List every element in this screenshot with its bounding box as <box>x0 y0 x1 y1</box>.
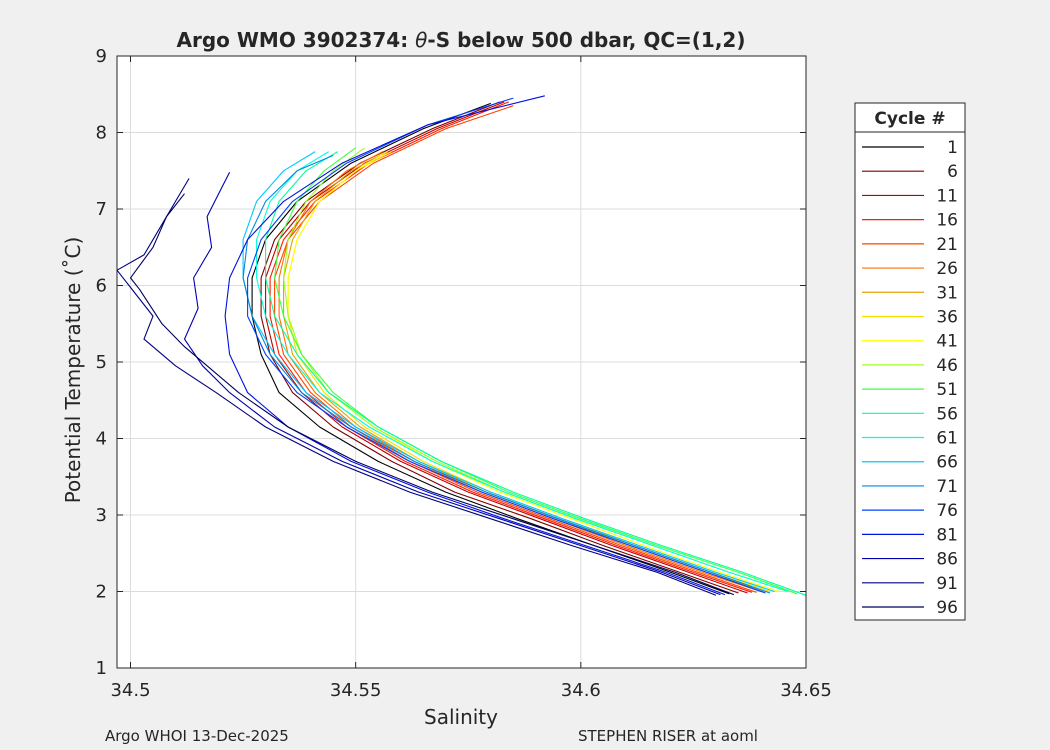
chart-title: Argo WMO 3902374: θ-S below 500 dbar, QC… <box>177 28 746 52</box>
y-tick-label: 8 <box>96 123 107 144</box>
legend-label: 51 <box>936 380 958 400</box>
y-tick-label: 4 <box>96 429 107 450</box>
series-line-cycle-1 <box>251 102 730 595</box>
legend-label: 66 <box>936 453 958 473</box>
legend-label: 41 <box>936 332 958 352</box>
legend-label: 36 <box>936 307 958 327</box>
legend-label: 6 <box>947 162 958 182</box>
legend-label: 56 <box>936 404 958 424</box>
series-group <box>116 95 807 596</box>
legend-label: 81 <box>936 525 958 545</box>
series-line-cycle-81 <box>224 95 726 596</box>
legend-label: 21 <box>936 235 958 255</box>
y-tick-label: 1 <box>96 658 107 679</box>
x-tick-label: 34.55 <box>330 680 382 701</box>
legend-label: 91 <box>936 574 958 594</box>
y-axis-label: Potential Temperature (˚C) <box>61 237 85 504</box>
x-tick-label: 34.65 <box>780 680 832 701</box>
series-line-cycle-21 <box>274 105 757 593</box>
x-tick-label: 34.5 <box>110 680 150 701</box>
legend-label: 1 <box>947 138 958 158</box>
y-axis: 1 2 3 4 5 6 7 8 9 <box>96 46 806 679</box>
legend-label: 76 <box>936 501 958 521</box>
series-line-cycle-56 <box>265 151 807 596</box>
legend-label: 46 <box>936 356 958 376</box>
series-line-cycle-66 <box>242 151 775 593</box>
series-line-cycle-71 <box>242 154 771 594</box>
footer-left: Argo WHOI 13-Dec-2025 <box>105 727 289 745</box>
x-axis-label: Salinity <box>424 705 498 729</box>
legend-label: 71 <box>936 477 958 497</box>
x-axis: 34.5 34.55 34.6 34.65 <box>110 56 832 701</box>
series-line-cycle-86 <box>183 172 721 596</box>
y-tick-label: 2 <box>96 582 107 603</box>
y-tick-label: 7 <box>96 199 107 220</box>
y-tick-label: 3 <box>96 505 107 526</box>
grid <box>117 55 807 669</box>
y-tick-label: 5 <box>96 352 107 373</box>
legend: Cycle # 16111621263136414651566166717681… <box>854 102 966 621</box>
series-line-cycle-51 <box>274 147 798 595</box>
series-line-cycle-96 <box>129 193 735 596</box>
legend-label: 86 <box>936 550 958 570</box>
y-tick-label: 6 <box>96 276 107 297</box>
series-line-cycle-26 <box>278 151 762 593</box>
x-tick-label: 34.6 <box>561 680 601 701</box>
footer-right: STEPHEN RISER at aoml <box>578 727 758 745</box>
legend-label: 11 <box>936 186 958 206</box>
series-line-cycle-61 <box>256 151 789 593</box>
series-line-cycle-91 <box>116 178 717 596</box>
legend-title: Cycle # <box>874 109 945 129</box>
legend-label: 61 <box>936 429 958 449</box>
legend-label: 96 <box>936 598 958 618</box>
y-tick-label: 9 <box>96 46 107 67</box>
series-line-cycle-76 <box>247 97 766 594</box>
legend-label: 26 <box>936 259 958 279</box>
legend-label: 31 <box>936 283 958 303</box>
legend-label: 16 <box>936 211 958 231</box>
